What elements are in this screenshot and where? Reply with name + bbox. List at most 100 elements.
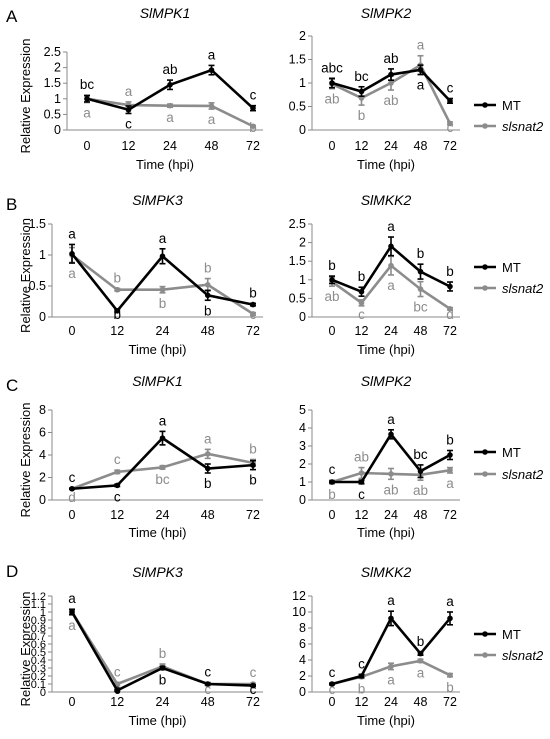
significance-letter-MT: a xyxy=(208,47,216,62)
significance-letter-slsnat2: ab xyxy=(383,482,398,497)
data-point-slsnat2 xyxy=(388,471,394,477)
significance-letter-MT: b xyxy=(159,673,167,688)
x-tick-label: 12 xyxy=(122,139,136,153)
x-tick-label: 0 xyxy=(69,324,76,338)
y-tick-label: 1.5 xyxy=(29,217,46,231)
x-tick-label: 72 xyxy=(443,508,457,522)
significance-letter-MT: bc xyxy=(80,77,95,92)
significance-letter-slsnat2: c xyxy=(114,452,121,467)
x-tick-label: 48 xyxy=(414,324,428,338)
data-point-MT xyxy=(388,615,394,622)
y-tick-label: 0.5 xyxy=(289,100,306,114)
data-point-MT xyxy=(358,479,365,485)
chart-title: SlMPK2 xyxy=(361,373,412,389)
x-axis-label: Time (hpi) xyxy=(128,525,186,540)
significance-letter-slsnat2: b xyxy=(159,296,167,311)
data-point-slsnat2 xyxy=(114,469,121,475)
legend: MT slsnat2 xyxy=(474,260,544,296)
x-axis-label: Time (hpi) xyxy=(128,713,186,728)
y-tick-label: 1 xyxy=(299,475,306,489)
x-tick-label: 12 xyxy=(355,695,369,709)
significance-letter-slsnat2: a xyxy=(387,278,395,293)
y-tick-label: 2 xyxy=(299,236,306,250)
significance-letter-slsnat2: c xyxy=(204,682,211,697)
significance-letter-slsnat2: a xyxy=(125,84,133,99)
x-tick-label: 12 xyxy=(110,508,124,522)
x-tick-label: 0 xyxy=(84,139,91,153)
y-tick-label: 2 xyxy=(39,471,46,485)
data-point-slsnat2 xyxy=(388,663,394,670)
x-tick-label: 48 xyxy=(414,508,428,522)
x-tick-label: 72 xyxy=(246,139,260,153)
x-tick-label: 72 xyxy=(443,139,457,153)
x-tick-label: 24 xyxy=(384,324,398,338)
chart-title: SlMPK2 xyxy=(361,5,412,21)
y-tick-label: 0.9 xyxy=(31,615,46,627)
significance-letter-slsnat2: a xyxy=(68,266,76,281)
data-point-slsnat2 xyxy=(250,311,256,317)
data-point-MT xyxy=(417,468,424,475)
legend-label: MT xyxy=(502,445,521,460)
significance-letter-MT: c xyxy=(204,664,211,679)
chart-panel-B-SlMPK3: B SlMPK3 0 0.5 1 1.5 0 12 24 48 72 Time (hpi) Relati… xyxy=(6,192,263,357)
y-tick-label: 0.8 xyxy=(31,623,46,635)
legend-swatch-point xyxy=(482,449,488,455)
x-tick-label: 48 xyxy=(414,139,428,153)
significance-letter-slsnat2: a xyxy=(204,431,212,446)
panel-letter: C xyxy=(6,376,18,395)
chart-panel-D-SlMPK3: D SlMPK300.10.20.30.40.50.60.70.80.911.11… xyxy=(6,562,263,728)
legend-swatch-point xyxy=(482,631,488,637)
y-tick-label: 0 xyxy=(299,123,306,137)
x-tick-label: 48 xyxy=(414,695,428,709)
data-point-slsnat2 xyxy=(417,286,424,292)
data-point-MT xyxy=(329,681,335,687)
y-tick-label: 0.5 xyxy=(44,107,61,121)
significance-letter-MT: a xyxy=(417,78,425,93)
data-point-MT xyxy=(69,485,75,492)
legend-label: slsnat2 xyxy=(502,119,544,134)
data-point-slsnat2 xyxy=(358,470,365,476)
chart-title: SlMPK3 xyxy=(132,192,183,208)
data-point-MT xyxy=(159,253,166,260)
x-axis-label: Time (hpi) xyxy=(128,342,186,357)
x-tick-label: 48 xyxy=(205,139,219,153)
significance-letter-MT: b xyxy=(417,634,425,649)
significance-letter-MT: b xyxy=(446,433,454,448)
y-tick-label: 4 xyxy=(299,653,306,667)
y-tick-label: 1 xyxy=(299,76,306,90)
y-tick-label: 8 xyxy=(39,403,46,417)
x-tick-label: 12 xyxy=(110,695,124,709)
panel-letter: B xyxy=(6,195,17,214)
significance-letter-slsnat2: b xyxy=(328,487,336,502)
y-tick-label: 6 xyxy=(299,637,306,651)
x-tick-label: 72 xyxy=(246,695,260,709)
significance-letter-slsnat2: b xyxy=(204,261,212,276)
legend: MT slsnat2 xyxy=(474,627,544,663)
data-point-MT xyxy=(358,673,365,679)
data-point-MT xyxy=(84,96,90,102)
y-tick-label: 1.5 xyxy=(289,53,306,67)
x-tick-label: 24 xyxy=(156,695,170,709)
data-point-MT xyxy=(447,615,453,622)
y-tick-label: 1 xyxy=(299,273,306,287)
significance-letter-slsnat2: a xyxy=(387,673,395,688)
significance-letter-slsnat2: c xyxy=(250,307,257,322)
x-tick-label: 0 xyxy=(69,508,76,522)
significance-letter-slsnat2: c xyxy=(447,120,454,135)
significance-letter-MT: c xyxy=(358,656,365,671)
x-tick-label: 12 xyxy=(355,139,369,153)
data-point-MT xyxy=(329,80,335,86)
x-tick-label: 0 xyxy=(329,695,336,709)
y-tick-label: 0.5 xyxy=(31,647,46,659)
legend-swatch-point xyxy=(482,652,488,658)
x-tick-label: 72 xyxy=(246,508,260,522)
y-tick-label: 0 xyxy=(40,687,46,699)
y-tick-label: 0 xyxy=(299,685,306,699)
data-point-slsnat2 xyxy=(114,286,121,293)
significance-letter-MT: a xyxy=(68,591,76,606)
data-point-slsnat2 xyxy=(388,262,394,269)
x-tick-label: 24 xyxy=(163,139,177,153)
